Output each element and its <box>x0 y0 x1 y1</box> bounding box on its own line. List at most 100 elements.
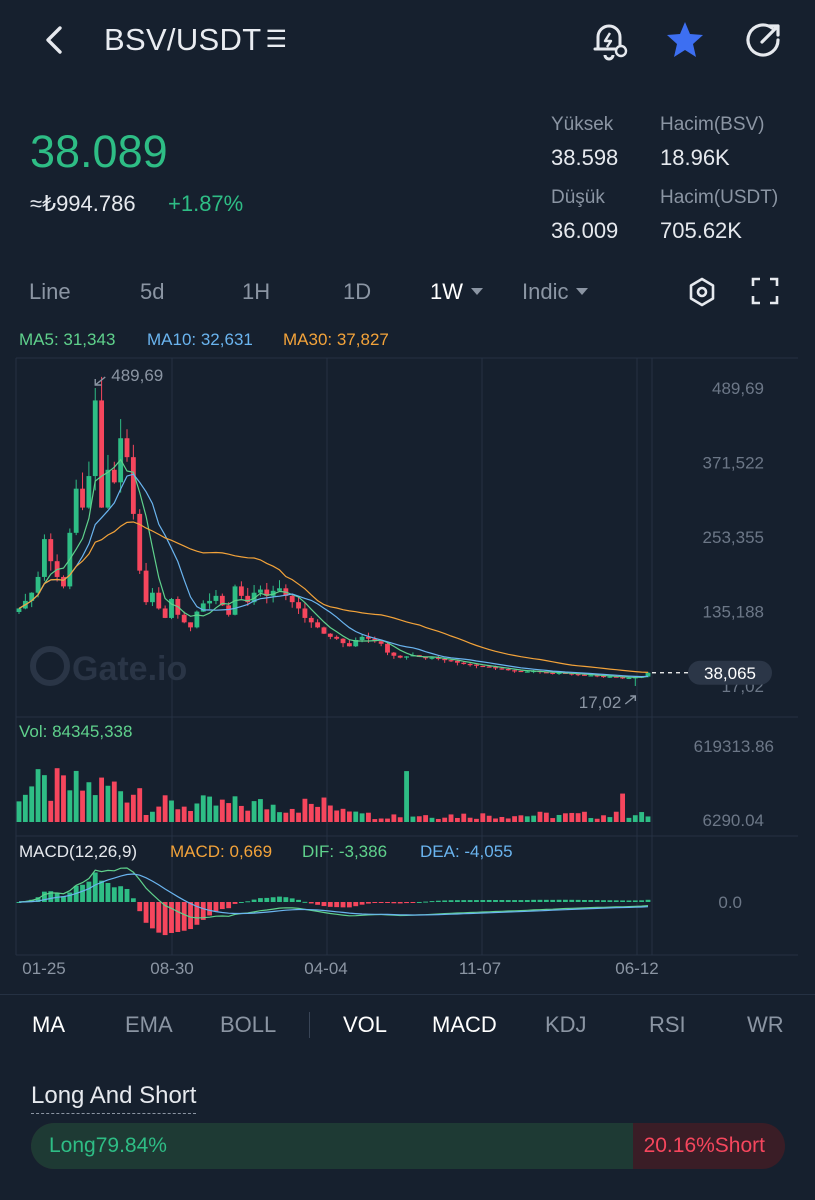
candle-body <box>308 617 314 623</box>
candle-body <box>588 675 594 677</box>
volume-bar <box>188 810 193 822</box>
macd-bar <box>130 898 136 902</box>
tab-boll[interactable]: BOLL <box>220 1012 277 1037</box>
volume-bar <box>137 788 143 822</box>
candle-body <box>448 660 454 662</box>
chevron-down-icon <box>471 288 483 296</box>
macd-bar <box>569 899 575 902</box>
kline-chart[interactable]: Gate.io 489,69 371,522 253,355 135,188 17,02… <box>0 0 815 1000</box>
star-icon[interactable] <box>664 18 706 62</box>
candle-body <box>277 588 282 591</box>
volume-bar <box>626 817 632 822</box>
low-label: Düşük <box>551 187 605 208</box>
volume-bar <box>372 819 378 822</box>
candle-body <box>499 668 505 670</box>
macd-bar <box>607 900 613 902</box>
volume-bar <box>416 816 422 822</box>
fullscreen-icon[interactable] <box>750 276 780 306</box>
volume-bar <box>588 818 594 822</box>
tab-indic[interactable]: Indic <box>522 279 589 305</box>
macd-bar <box>556 899 562 902</box>
volume-bar <box>480 813 486 822</box>
tab-rsi[interactable]: RSI <box>649 1012 686 1037</box>
candle-body <box>480 665 486 668</box>
candle-body <box>372 638 378 642</box>
tab-1h[interactable]: 1H <box>242 279 271 304</box>
tab-wr[interactable]: WR <box>747 1012 784 1037</box>
volume-base-label: Hacim(BSV) <box>660 114 765 135</box>
volume-bar <box>41 775 47 822</box>
macd-bar <box>512 900 517 902</box>
candle-body <box>613 676 619 678</box>
macd-bar <box>366 902 371 904</box>
macd-bar <box>467 900 473 902</box>
back-arrow-icon[interactable] <box>34 20 74 60</box>
tab-1d[interactable]: 1D <box>343 279 372 304</box>
macd-bar <box>232 902 238 904</box>
chart-settings-icon[interactable] <box>686 276 718 308</box>
macd-bar <box>474 900 479 902</box>
volume-bar <box>550 818 556 822</box>
tab-separator <box>309 1012 310 1038</box>
pair-title[interactable]: BSV/USDT ☰ <box>104 22 287 58</box>
share-icon[interactable] <box>742 18 784 62</box>
tab-macd[interactable]: MACD <box>432 1012 497 1037</box>
long-short-title[interactable]: Long And Short <box>31 1082 197 1114</box>
volume-bar <box>556 814 562 822</box>
volume-quote-label: Hacim(USDT) <box>660 187 779 208</box>
watermark: Gate.io <box>30 646 187 688</box>
candle-body <box>16 608 22 612</box>
macd-bar <box>454 900 460 902</box>
volume-bar <box>73 770 79 822</box>
volume-bar <box>607 817 613 822</box>
macd-bar <box>308 902 314 904</box>
candle-body <box>423 657 429 659</box>
price-alert-bell-icon[interactable] <box>588 18 630 62</box>
macd-bar <box>111 887 117 902</box>
macd-bar <box>626 900 632 902</box>
candle-body <box>543 672 549 674</box>
volume-bar <box>346 811 352 822</box>
candle-body <box>461 662 467 664</box>
candle-body <box>251 592 257 603</box>
macd-bar <box>92 872 98 902</box>
candle-body <box>213 595 219 601</box>
volume-bar <box>61 775 66 822</box>
candle-body <box>124 438 130 458</box>
macd-bar <box>594 900 600 902</box>
volume-bar <box>289 808 295 822</box>
macd-bar <box>137 902 143 912</box>
tab-5d[interactable]: 5d <box>140 279 165 304</box>
volume-bar <box>200 795 206 822</box>
macd-title: MACD(12,26,9) <box>19 842 138 861</box>
tab-1w[interactable]: 1W <box>430 279 483 305</box>
candle-body <box>245 595 251 603</box>
tab-vol[interactable]: VOL <box>343 1012 388 1037</box>
macd-bar <box>531 899 537 902</box>
macd-bar <box>353 902 359 907</box>
candle-body <box>73 488 79 533</box>
macd-bar <box>505 900 511 902</box>
macd-axis-tick: 0.0 <box>718 893 742 912</box>
candle-body <box>467 663 473 666</box>
volume-bar <box>92 795 98 822</box>
tab-kdj[interactable]: KDJ <box>545 1012 587 1037</box>
volume-bar <box>429 817 435 822</box>
volume-bar <box>302 798 308 822</box>
moving-average-lines <box>18 458 649 678</box>
volume-bar <box>54 768 60 822</box>
volume-bar <box>315 806 321 822</box>
candle-body <box>454 660 460 663</box>
macd-bar <box>543 899 549 902</box>
volume-bar <box>16 801 22 822</box>
tab-ema[interactable]: EMA <box>125 1012 173 1037</box>
volume-bar <box>35 769 41 822</box>
candle-body <box>48 539 54 562</box>
volume-bar <box>245 810 251 822</box>
tab-ma[interactable]: MA <box>32 1012 65 1037</box>
volume-bar <box>562 813 568 822</box>
macd-bar <box>601 900 606 902</box>
macd-bar <box>226 902 232 909</box>
volume-bar <box>283 812 289 822</box>
tab-line[interactable]: Line <box>29 279 71 304</box>
